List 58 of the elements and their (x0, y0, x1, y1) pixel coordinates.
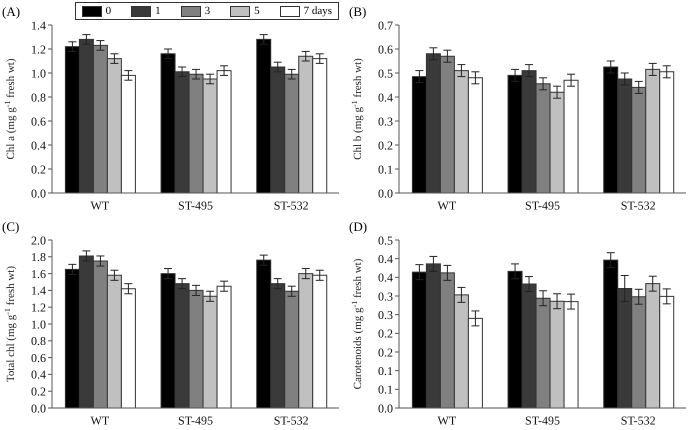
y-tick-label: 0.2 (31, 384, 46, 398)
y-tick-label: 0.0 (31, 186, 46, 200)
y-tick-label: 0.4 (378, 270, 393, 285)
y-tick-label: 0.4 (31, 368, 46, 382)
x-tick-label: WT (438, 414, 457, 428)
y-tick-label: 0.4 (31, 138, 46, 152)
y-tick-label: 1.8 (31, 250, 46, 264)
y-tick-label: 0.3 (378, 308, 393, 322)
y-tick-label: 0.8 (31, 334, 46, 348)
y-tick-label: 0.4 (378, 252, 393, 266)
x-tick-label: ST-495 (525, 414, 560, 428)
y-tick-label: 0.8 (31, 90, 46, 104)
legend-label: 1 (155, 5, 161, 17)
y-tick-label: 2.0 (31, 233, 46, 248)
x-tick-label: ST-495 (525, 198, 560, 213)
y-tick-label: 0.2 (378, 326, 393, 341)
y-tick-label: 0.2 (378, 138, 393, 152)
x-tick-label: ST-532 (274, 198, 309, 213)
y-tick-label: 0.6 (31, 350, 46, 365)
y-tick-label: 0.0 (31, 401, 46, 416)
x-tick-label: ST-495 (178, 414, 213, 428)
y-tick-label: 0.3 (378, 289, 393, 304)
y-tick-label: 0.1 (378, 364, 393, 378)
chart-title: (A) (2, 4, 20, 20)
y-tick-label: 1.0 (31, 317, 46, 332)
x-tick-label: ST-532 (620, 198, 656, 213)
chart-title: (D) (349, 219, 368, 235)
y-tick-label: 1.2 (31, 300, 46, 314)
y-tick-label: 0.0 (378, 186, 393, 200)
x-tick-label: WT (438, 198, 457, 213)
y-tick-label: 0.5 (378, 66, 393, 80)
y-tick-label: 0.0 (378, 401, 393, 416)
x-tick-label: WT (90, 198, 110, 213)
y-tick-label: 0.6 (378, 42, 393, 56)
y-tick-label: 1.6 (31, 266, 46, 281)
y-tick-label: 0.4 (378, 90, 393, 104)
y-tick-label: 1.0 (31, 66, 46, 80)
y-tick-label: 0.6 (31, 114, 46, 128)
y-tick-label: 0.2 (31, 162, 46, 176)
legend-label: 3 (204, 5, 210, 17)
x-tick-label: ST-532 (620, 414, 656, 428)
chart-title: (C) (2, 219, 20, 235)
y-tick-label: 1.2 (31, 42, 46, 56)
y-tick-label: 1.4 (31, 18, 46, 32)
legend-label: 5 (254, 5, 260, 17)
x-tick-label: ST-495 (178, 198, 213, 213)
chart-title: (B) (349, 4, 366, 20)
x-tick-label: ST-532 (274, 414, 309, 428)
y-tick-label: 0.2 (378, 345, 393, 360)
y-tick-label: 0.1 (378, 162, 393, 176)
legend-label: 7 days (304, 5, 332, 17)
y-tick-label: 0.7 (378, 18, 393, 32)
y-tick-label: 0.5 (378, 233, 393, 248)
legend-label: 0 (106, 5, 112, 17)
y-tick-label: 0.3 (378, 114, 393, 128)
x-tick-label: WT (90, 414, 110, 428)
y-tick-label: 0.1 (378, 382, 393, 397)
y-tick-label: 1.4 (31, 284, 46, 298)
